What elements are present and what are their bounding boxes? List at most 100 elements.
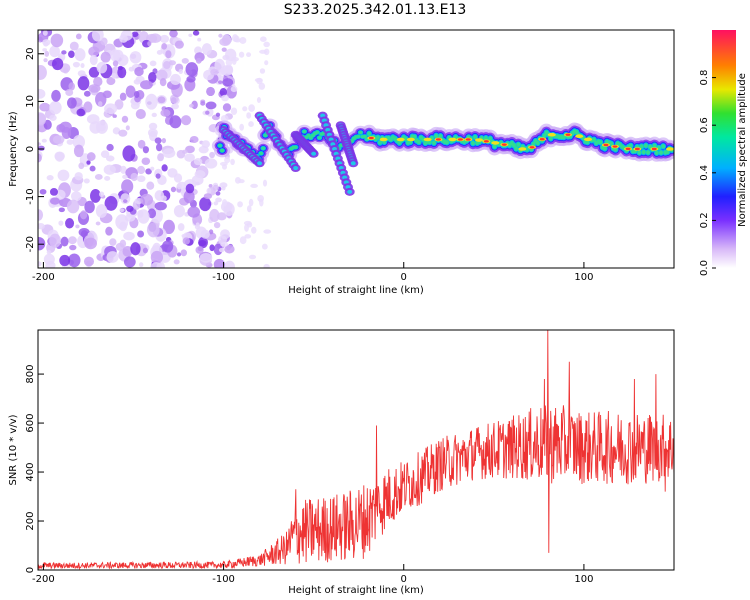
- noise-blob: [75, 224, 80, 229]
- noise-blob: [248, 104, 255, 112]
- noise-blob: [239, 123, 244, 131]
- noise-blob: [156, 50, 163, 55]
- noise-blob: [106, 251, 119, 263]
- noise-blob: [42, 30, 48, 36]
- noise-blob: [138, 262, 144, 268]
- noise-blob: [86, 160, 91, 165]
- noise-blob: [120, 193, 131, 205]
- spectrogram-xtick-label: 100: [574, 272, 593, 283]
- noise-blob: [141, 157, 151, 165]
- noise-blob: [119, 208, 125, 213]
- noise-blob: [72, 134, 86, 149]
- noise-blob: [198, 236, 208, 249]
- ridge-hotspot: [435, 138, 441, 141]
- noise-blob: [128, 66, 135, 72]
- noise-blob: [49, 45, 60, 58]
- noise-blob: [206, 187, 212, 195]
- noise-blob: [100, 37, 108, 46]
- ridge-hotspot: [584, 137, 593, 142]
- noise-blob: [38, 236, 46, 251]
- noise-blob: [221, 186, 226, 191]
- snr-xtick-label: 0: [401, 574, 407, 585]
- noise-blob: [256, 77, 263, 85]
- noise-blob: [134, 66, 144, 77]
- noise-blob: [226, 245, 231, 251]
- noise-blob: [122, 174, 128, 180]
- noise-blob: [204, 158, 218, 169]
- snr-ytick-label: 600: [25, 414, 36, 433]
- ridge-blob: [470, 140, 475, 146]
- noise-blob: [97, 101, 103, 107]
- noise-blob: [188, 33, 193, 37]
- noise-blob: [174, 40, 184, 49]
- noise-blob: [80, 62, 85, 69]
- noise-blob: [38, 261, 42, 267]
- noise-blob: [239, 236, 247, 245]
- noise-blob: [65, 218, 75, 229]
- noise-blob: [134, 91, 140, 99]
- noise-blob: [77, 70, 86, 77]
- noise-blob: [100, 51, 111, 63]
- noise-blob: [139, 80, 153, 90]
- noise-blob: [130, 172, 138, 182]
- ridge-blob: [432, 140, 436, 146]
- noise-blob: [222, 199, 228, 207]
- noise-blob: [220, 229, 230, 240]
- noise-blob: [199, 196, 212, 212]
- spectrogram-ytick-label: -20: [25, 236, 36, 252]
- noise-blob: [43, 58, 48, 63]
- noise-blob: [220, 114, 229, 123]
- ridge-hotspot: [368, 136, 374, 140]
- noise-blob: [149, 33, 162, 44]
- noise-blob: [142, 247, 148, 254]
- ridge-hotspot: [396, 137, 405, 142]
- spectrogram-xtick-label: -100: [212, 272, 235, 283]
- colorbar-tick-label: 0.6: [699, 117, 710, 133]
- noise-blob: [224, 260, 235, 268]
- noise-blob: [109, 238, 117, 246]
- noise-blob: [215, 197, 222, 203]
- noise-blob: [256, 96, 261, 103]
- noise-blob: [213, 201, 219, 206]
- noise-blob: [262, 179, 268, 187]
- snr-series-line: [38, 330, 674, 570]
- noise-blob: [74, 172, 83, 181]
- noise-blob: [111, 73, 117, 79]
- noise-blob: [185, 62, 199, 77]
- noise-blob: [203, 193, 213, 200]
- noise-blob: [215, 191, 221, 196]
- noise-blob: [118, 129, 128, 137]
- ridge-blob: [628, 143, 633, 148]
- ridge-blob: [263, 133, 268, 137]
- noise-blob: [217, 80, 223, 85]
- noise-blob: [171, 103, 179, 110]
- page-title: S233.2025.342.01.13.E13: [283, 2, 467, 18]
- noise-blob: [104, 103, 118, 115]
- ridge-hotspot: [379, 137, 388, 142]
- noise-blob: [104, 196, 118, 211]
- noise-blob: [212, 184, 219, 191]
- noise-blob: [195, 222, 200, 227]
- noise-blob: [181, 58, 189, 64]
- ridge-blob: [483, 135, 488, 141]
- ridge-blob: [602, 146, 607, 151]
- noise-blob: [121, 179, 134, 194]
- noise-blob: [238, 51, 245, 58]
- ridge-blob: [514, 146, 519, 151]
- spectrogram-y-label: Frequency (Hz): [8, 111, 19, 187]
- ridge-blob: [665, 149, 670, 155]
- noise-blob: [197, 37, 202, 42]
- noise-blob: [51, 89, 61, 102]
- noise-blob: [43, 119, 52, 130]
- noise-blob: [209, 151, 215, 159]
- noise-blob: [221, 164, 228, 170]
- noise-blob: [112, 60, 119, 67]
- noise-blob: [264, 60, 269, 66]
- noise-blob: [155, 143, 163, 152]
- noise-blob: [156, 69, 168, 81]
- noise-blob: [168, 60, 177, 66]
- noise-blob: [237, 201, 243, 208]
- noise-blob: [201, 43, 212, 56]
- noise-blob: [173, 259, 180, 265]
- noise-blob: [209, 244, 215, 252]
